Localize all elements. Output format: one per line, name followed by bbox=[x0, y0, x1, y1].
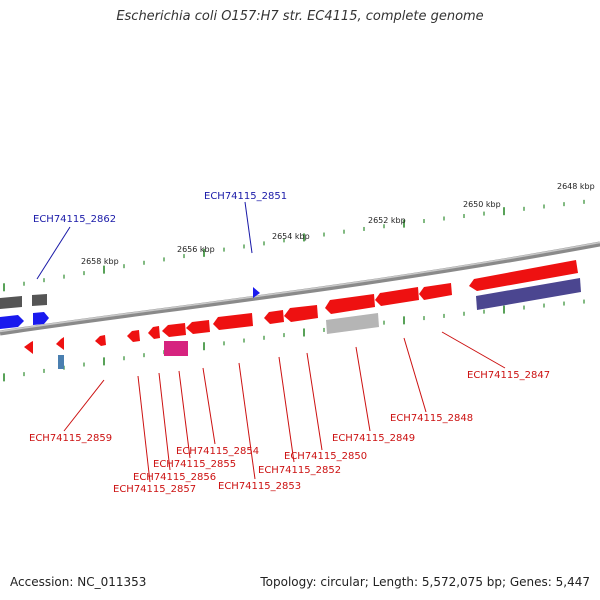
leader-line bbox=[306, 352, 323, 451]
leader-line bbox=[355, 346, 371, 432]
gene-labels-forward: ECH74115_2862 ECH74115_2851 bbox=[33, 191, 287, 225]
leader-line bbox=[278, 356, 295, 463]
scale-label: 2648 kbp bbox=[557, 182, 595, 191]
gene-feature[interactable] bbox=[253, 287, 260, 298]
scale-label: 2656 kbp bbox=[177, 245, 215, 254]
gene-labels-reverse: ECH74115_2847 ECH74115_2848 ECH74115_284… bbox=[29, 370, 550, 495]
genome-backbone-highlight bbox=[0, 241, 600, 333]
gene-feature[interactable] bbox=[419, 283, 452, 300]
gene-feature[interactable] bbox=[186, 320, 210, 334]
gene-feature[interactable] bbox=[0, 315, 24, 329]
forward-label-leaders bbox=[36, 201, 253, 280]
gene-label[interactable]: ECH74115_2852 bbox=[258, 465, 341, 476]
gene-label[interactable]: ECH74115_2848 bbox=[390, 413, 473, 424]
gene-label[interactable]: ECH74115_2849 bbox=[332, 433, 415, 444]
gene-feature-purple[interactable] bbox=[476, 278, 581, 310]
gene-feature-small[interactable] bbox=[58, 355, 64, 369]
gene-label[interactable]: ECH74115_2850 bbox=[284, 451, 367, 462]
scale-label: 2658 kbp bbox=[81, 257, 119, 266]
map-title: Escherichia coli O157:H7 str. EC4115, co… bbox=[116, 9, 484, 24]
gene-feature[interactable] bbox=[375, 287, 419, 306]
gene-label[interactable]: ECH74115_2853 bbox=[218, 481, 301, 492]
gene-feature[interactable] bbox=[162, 323, 186, 337]
gene-label[interactable]: ECH74115_2851 bbox=[204, 191, 287, 202]
leader-line bbox=[238, 362, 256, 480]
gene-feature[interactable] bbox=[469, 260, 578, 291]
leader-line bbox=[36, 226, 71, 280]
gene-label[interactable]: ECH74115_2855 bbox=[153, 459, 236, 470]
gene-feature-gray[interactable] bbox=[326, 313, 379, 334]
gene-feature[interactable] bbox=[32, 294, 47, 306]
leader-line bbox=[244, 201, 253, 254]
gene-feature[interactable] bbox=[0, 296, 22, 309]
reverse-label-leaders bbox=[63, 331, 506, 483]
gene-label[interactable]: ECH74115_2857 bbox=[113, 484, 196, 495]
leader-line bbox=[441, 331, 506, 369]
scale-label: 2652 kbp bbox=[368, 216, 406, 225]
leader-line bbox=[63, 379, 105, 432]
forward-strand-genes bbox=[0, 287, 260, 329]
scale-label: 2654 kbp bbox=[272, 232, 310, 241]
scale-tick-track-outer bbox=[3, 199, 585, 292]
gene-feature[interactable] bbox=[33, 312, 49, 325]
leader-line bbox=[158, 372, 171, 471]
genome-backbone bbox=[0, 241, 600, 336]
gene-feature[interactable] bbox=[95, 335, 106, 346]
gene-feature[interactable] bbox=[24, 341, 33, 354]
leader-line bbox=[202, 367, 216, 445]
accession-text: Accession: NC_011353 bbox=[10, 575, 147, 589]
gene-label[interactable]: ECH74115_2856 bbox=[133, 472, 216, 483]
gene-feature[interactable] bbox=[127, 330, 140, 342]
leader-line bbox=[403, 337, 427, 413]
gene-feature[interactable] bbox=[284, 305, 318, 322]
gene-label[interactable]: ECH74115_2854 bbox=[176, 446, 259, 457]
topology-text: Topology: circular; Length: 5,572,075 bp… bbox=[260, 575, 590, 589]
gene-feature-magenta[interactable] bbox=[164, 341, 188, 356]
gene-feature[interactable] bbox=[213, 313, 253, 330]
gene-label[interactable]: ECH74115_2859 bbox=[29, 433, 112, 444]
gene-feature[interactable] bbox=[56, 337, 64, 350]
gene-feature[interactable] bbox=[325, 294, 375, 314]
gene-label[interactable]: ECH74115_2847 bbox=[467, 370, 550, 381]
leader-line bbox=[137, 375, 151, 483]
scale-label: 2650 kbp bbox=[463, 200, 501, 209]
gene-label[interactable]: ECH74115_2862 bbox=[33, 214, 116, 225]
scale-labels: 2648 kbp 2650 kbp 2652 kbp 2654 kbp 2656… bbox=[81, 182, 595, 266]
gene-feature[interactable] bbox=[264, 310, 284, 324]
reverse-strand-genes bbox=[24, 260, 578, 354]
gene-feature[interactable] bbox=[148, 326, 160, 339]
leader-line bbox=[178, 370, 191, 459]
